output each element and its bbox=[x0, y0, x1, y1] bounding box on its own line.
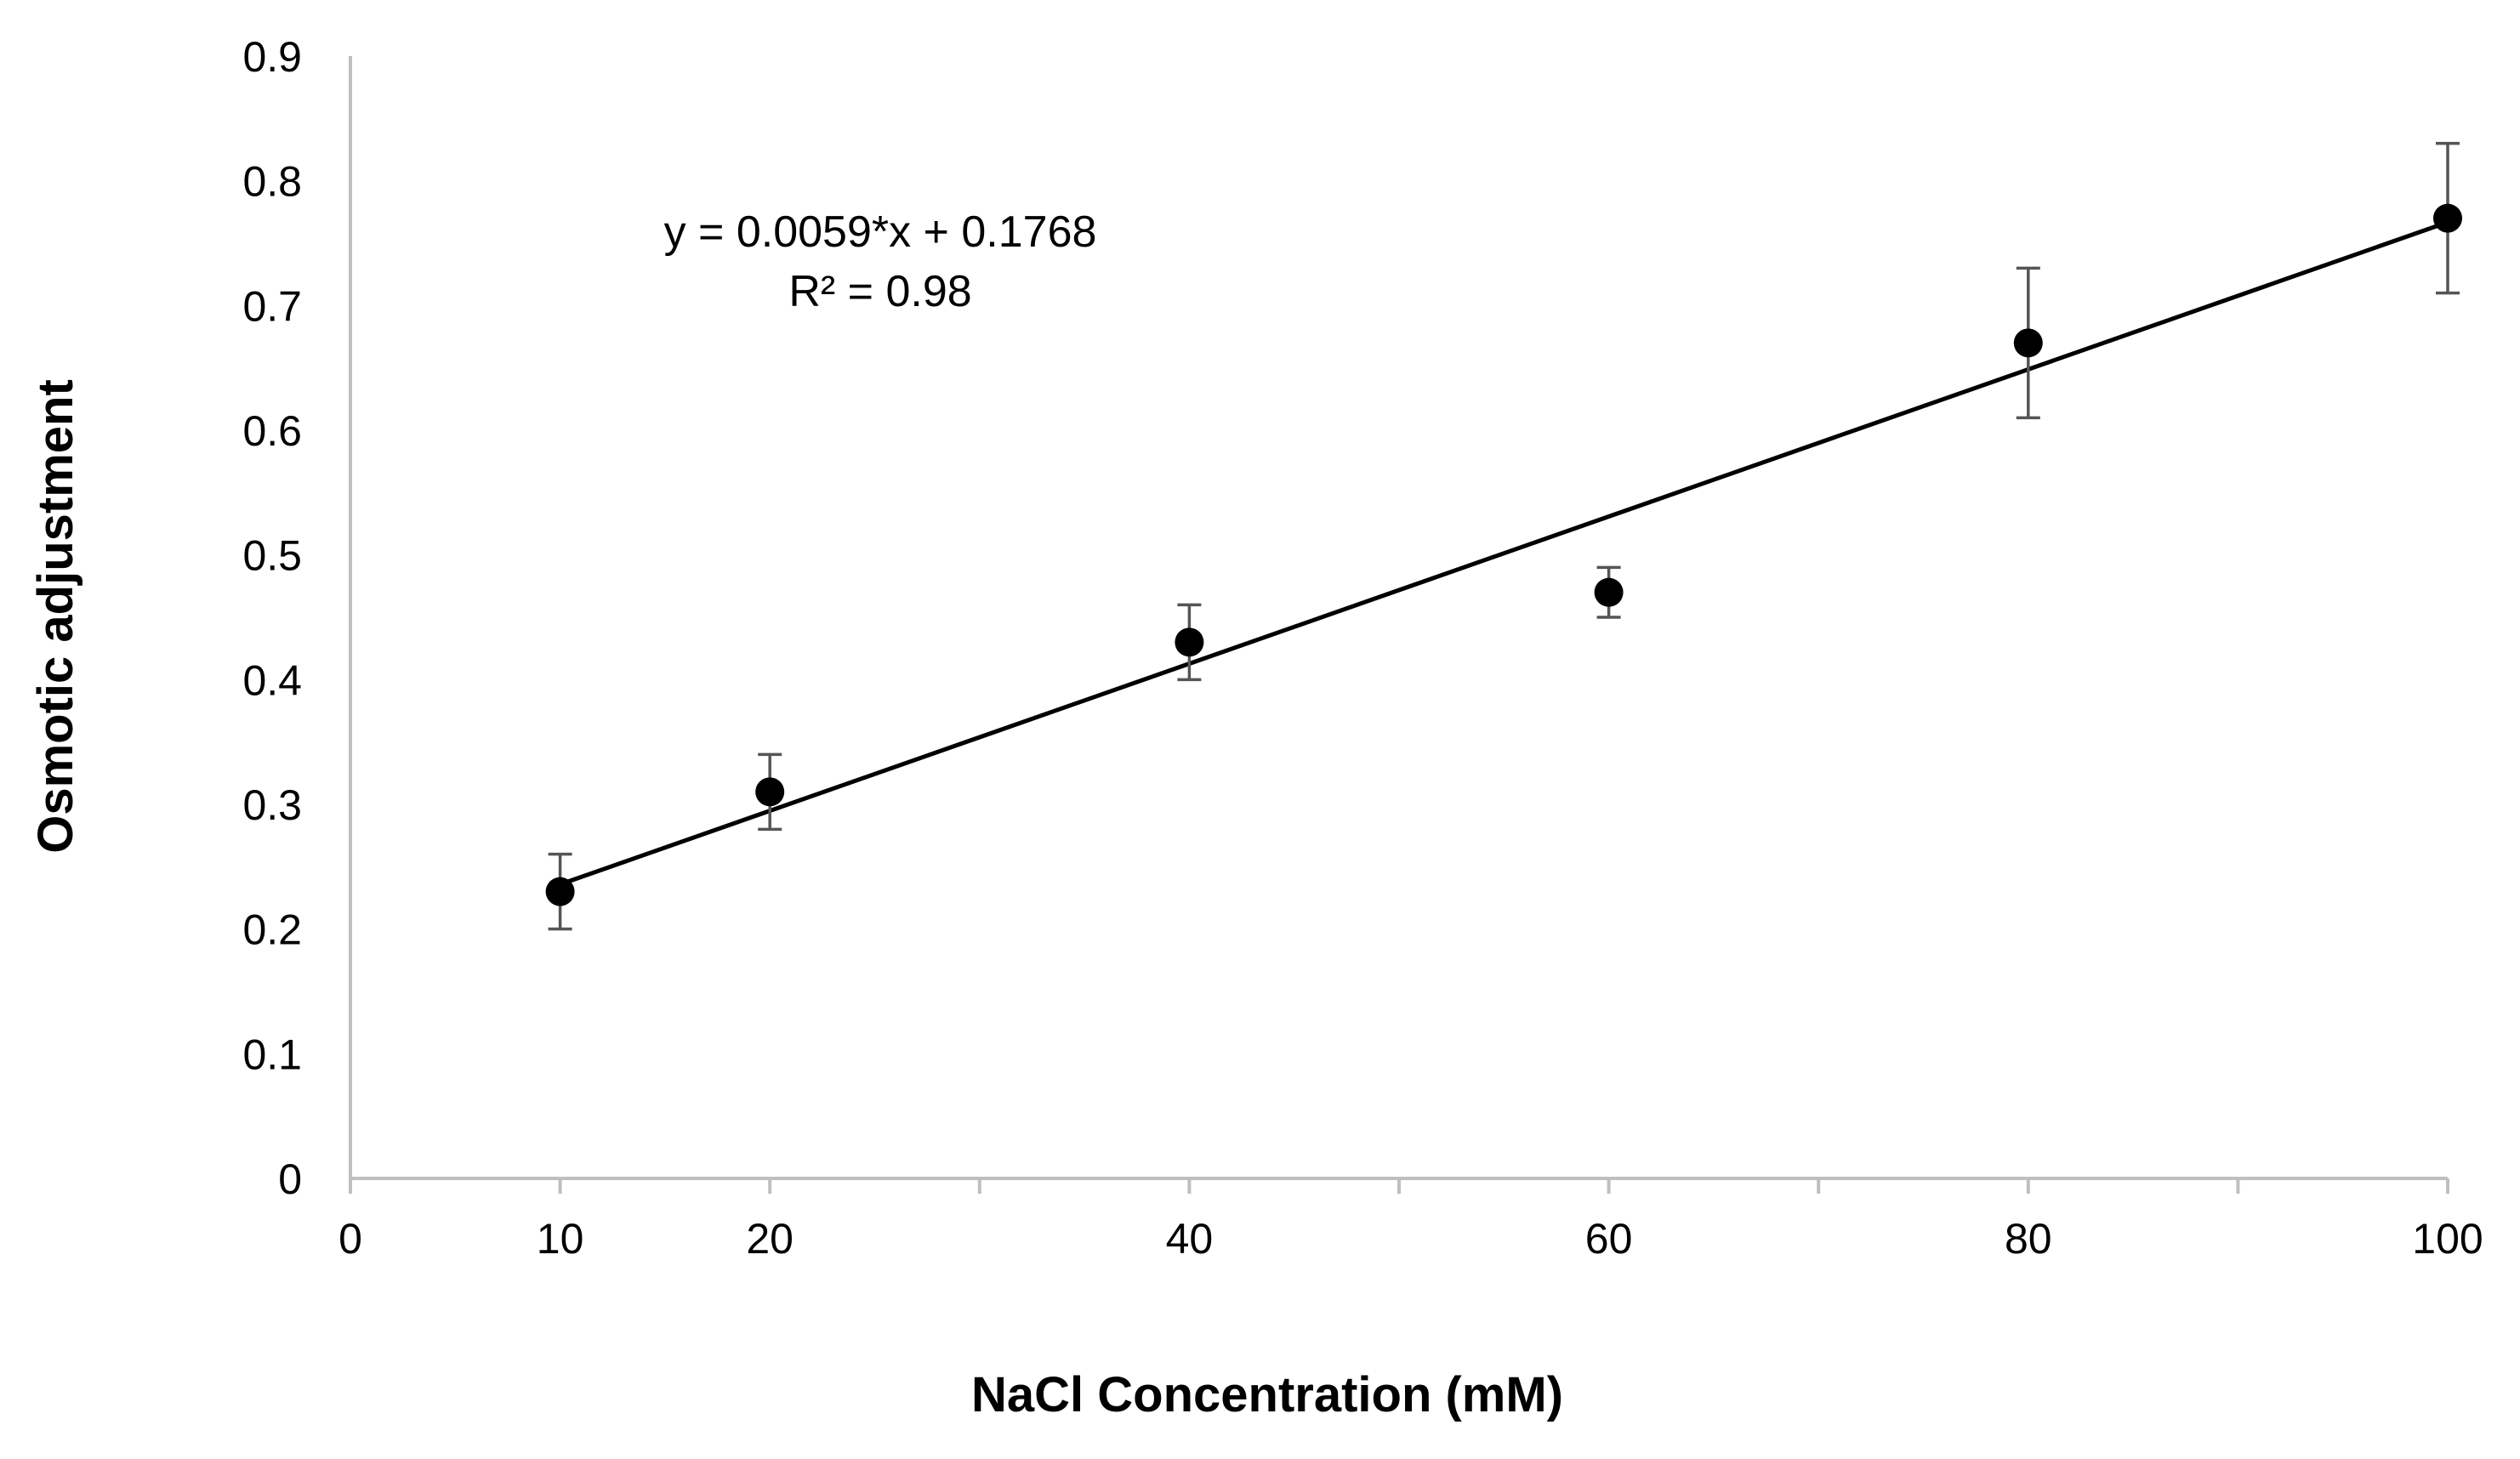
x-tick-label-100: 100 bbox=[2412, 1215, 2483, 1263]
x-tick-label-60: 60 bbox=[1585, 1215, 1633, 1263]
y-tick-label-0.2: 0.2 bbox=[242, 906, 302, 954]
data-point-x60 bbox=[1594, 577, 1624, 607]
y-tick-label-0.4: 0.4 bbox=[242, 656, 302, 704]
x-tick-label-80: 80 bbox=[2005, 1215, 2052, 1263]
r-squared-label: R² = 0.98 bbox=[788, 267, 971, 316]
error-bars-layer bbox=[548, 141, 2460, 931]
x-tick-label-0: 0 bbox=[338, 1215, 362, 1263]
y-tick-label-0.5: 0.5 bbox=[242, 532, 302, 580]
y-axis-title: Osmotic adjustment bbox=[28, 379, 83, 854]
x-tick-label-20: 20 bbox=[746, 1215, 794, 1263]
data-point-x20 bbox=[755, 777, 785, 807]
y-tick-label-0.7: 0.7 bbox=[242, 282, 302, 330]
y-tick-label-0.8: 0.8 bbox=[242, 158, 302, 206]
x-tick-label-40: 40 bbox=[1166, 1215, 1214, 1263]
trendline-equation: y = 0.0059*x + 0.1768 bbox=[664, 207, 1097, 257]
y-tick-label-0.1: 0.1 bbox=[242, 1030, 302, 1078]
y-tick-label-0.6: 0.6 bbox=[242, 407, 302, 455]
y-tick-label-0.3: 0.3 bbox=[242, 781, 302, 829]
data-point-x10 bbox=[545, 877, 575, 906]
trendline-layer bbox=[559, 220, 2449, 887]
ticks-layer: 0 10 20 40 60 80 100 0 0.1 0.2 0.3 0.4 0.5 0.6 0.7 0.8 0… bbox=[242, 33, 2483, 1263]
x-axis-title: NaCl Concentration (mM) bbox=[971, 1367, 1563, 1422]
y-tick-label-0: 0 bbox=[278, 1155, 302, 1203]
data-points-layer bbox=[545, 203, 2462, 906]
data-point-x40 bbox=[1175, 627, 1204, 657]
linear-trendline bbox=[559, 220, 2449, 887]
x-tick-label-10: 10 bbox=[537, 1215, 584, 1263]
data-point-x80 bbox=[2013, 328, 2043, 358]
data-point-x100 bbox=[2433, 203, 2462, 233]
y-tick-label-0.9: 0.9 bbox=[242, 33, 302, 81]
